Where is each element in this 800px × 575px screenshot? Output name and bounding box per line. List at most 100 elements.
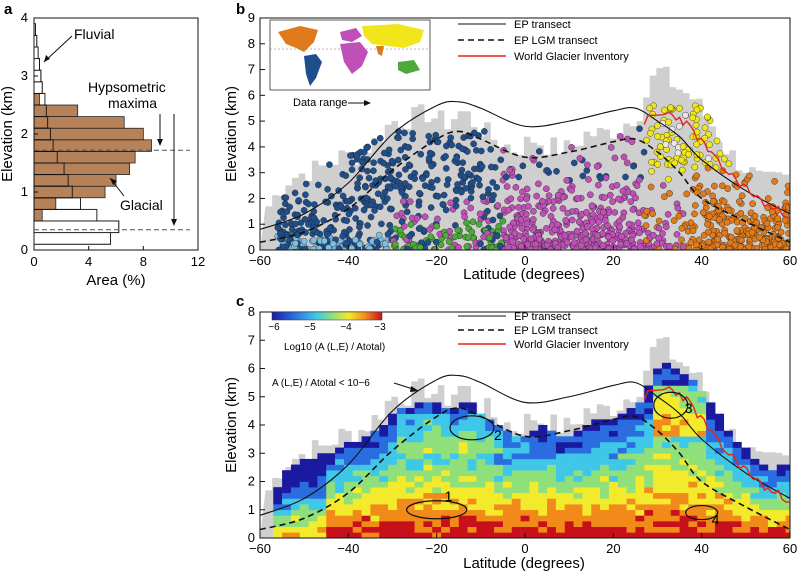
heatmap-cell — [767, 521, 778, 527]
elevation-point — [663, 223, 670, 231]
elevation-point — [393, 212, 401, 220]
heatmap-cell — [511, 521, 521, 527]
elevation-point — [774, 224, 781, 231]
heatmap-cell — [502, 458, 513, 465]
elevation-point — [464, 234, 472, 242]
elevation-point — [674, 149, 682, 157]
heatmap-cell — [273, 532, 283, 538]
heatmap-cell — [759, 532, 769, 538]
elevation-point — [434, 193, 442, 200]
heatmap-cell — [494, 515, 504, 522]
heatmap-cell — [538, 447, 548, 454]
elevation-point — [373, 238, 381, 246]
heatmap-cell — [741, 515, 751, 522]
heatmap-cell — [361, 521, 371, 527]
elevation-point — [583, 223, 591, 231]
heatmap-cell — [591, 475, 601, 482]
heatmap-cell — [723, 470, 733, 477]
heatmap-cell — [617, 481, 627, 488]
heatmap-cell — [405, 475, 415, 482]
fluvial-bar — [33, 139, 54, 152]
elevation-point — [505, 206, 512, 214]
elevation-point — [676, 104, 683, 112]
fluvial-bar — [33, 208, 98, 222]
elevation-point — [576, 155, 584, 162]
heatmap-cell — [343, 470, 354, 477]
heatmap-cell — [467, 521, 477, 527]
heatmap-cell — [458, 408, 468, 414]
heatmap-cell — [706, 509, 716, 516]
heatmap-cell — [741, 526, 751, 533]
heatmap-cell — [405, 515, 415, 522]
heatmap-cell — [449, 509, 460, 516]
elevation-point — [724, 185, 732, 192]
heatmap-cell — [564, 509, 574, 516]
elevation-point — [633, 182, 641, 189]
heatmap-cell — [414, 464, 424, 471]
heatmap-cell — [697, 526, 707, 533]
panel-b-xtick-label: −40 — [337, 253, 359, 268]
elevation-point — [776, 241, 784, 249]
heatmap-cell — [414, 470, 424, 477]
heatmap-cell — [326, 521, 336, 527]
elevation-point — [693, 189, 701, 196]
heatmap-cell — [750, 504, 760, 511]
elevation-point — [489, 179, 497, 186]
heatmap-cell — [688, 441, 698, 448]
heatmap-cell — [476, 526, 486, 533]
elevation-point — [351, 204, 359, 212]
elevation-point — [453, 154, 460, 162]
heatmap-cell — [326, 475, 336, 482]
heatmap-cell — [511, 509, 521, 516]
heatmap-cell — [494, 492, 504, 499]
heatmap-cell — [388, 492, 398, 499]
heatmap-cell — [396, 532, 407, 538]
heatmap-cell — [679, 458, 689, 465]
heatmap-cell — [414, 504, 424, 511]
heatmap-cell — [608, 509, 619, 516]
elevation-point — [452, 196, 460, 204]
heatmap-cell — [573, 509, 583, 516]
heatmap-cell — [617, 504, 627, 511]
heatmap-cell — [476, 419, 486, 426]
elevation-point — [509, 238, 516, 245]
panel-c-ytick-label: 1 — [248, 502, 255, 517]
heatmap-cell — [326, 464, 336, 471]
elevation-point — [315, 181, 322, 189]
elevation-point — [678, 224, 686, 232]
heatmap-cell — [608, 430, 619, 437]
heatmap-cell — [282, 515, 292, 522]
heatmap-cell — [405, 453, 415, 460]
heatmap-cell — [432, 481, 442, 488]
elevation-point — [470, 140, 477, 148]
heatmap-cell — [538, 487, 548, 494]
heatmap-cell — [494, 464, 504, 471]
panel-c-ytick-label: 7 — [248, 332, 255, 347]
heatmap-cell — [290, 532, 301, 538]
elevation-point — [348, 159, 356, 167]
elevation-point — [452, 202, 460, 210]
heatmap-cell — [591, 464, 601, 471]
heatmap-cell — [573, 464, 583, 471]
heatmap-cell — [564, 532, 574, 538]
heatmap-cell — [326, 509, 336, 516]
heatmap-cell — [317, 464, 327, 471]
elevation-point — [745, 243, 753, 250]
heatmap-cell — [679, 453, 689, 460]
elevation-point — [320, 217, 327, 224]
heatmap-cell — [476, 425, 486, 431]
heatmap-cell — [282, 521, 292, 527]
heatmap-cell — [370, 470, 380, 477]
elevation-point — [354, 180, 361, 187]
elevation-point — [748, 229, 756, 236]
heatmap-cell — [343, 521, 354, 527]
heatmap-cell — [653, 504, 663, 511]
elevation-point — [543, 225, 550, 232]
heatmap-cell — [467, 413, 477, 420]
heatmap-cell — [723, 430, 733, 437]
heatmap-cell — [405, 447, 415, 454]
heatmap-cell — [679, 425, 689, 431]
heatmap-cell — [706, 453, 716, 460]
heatmap-cell — [697, 430, 707, 437]
heatmap-cell — [644, 475, 654, 482]
